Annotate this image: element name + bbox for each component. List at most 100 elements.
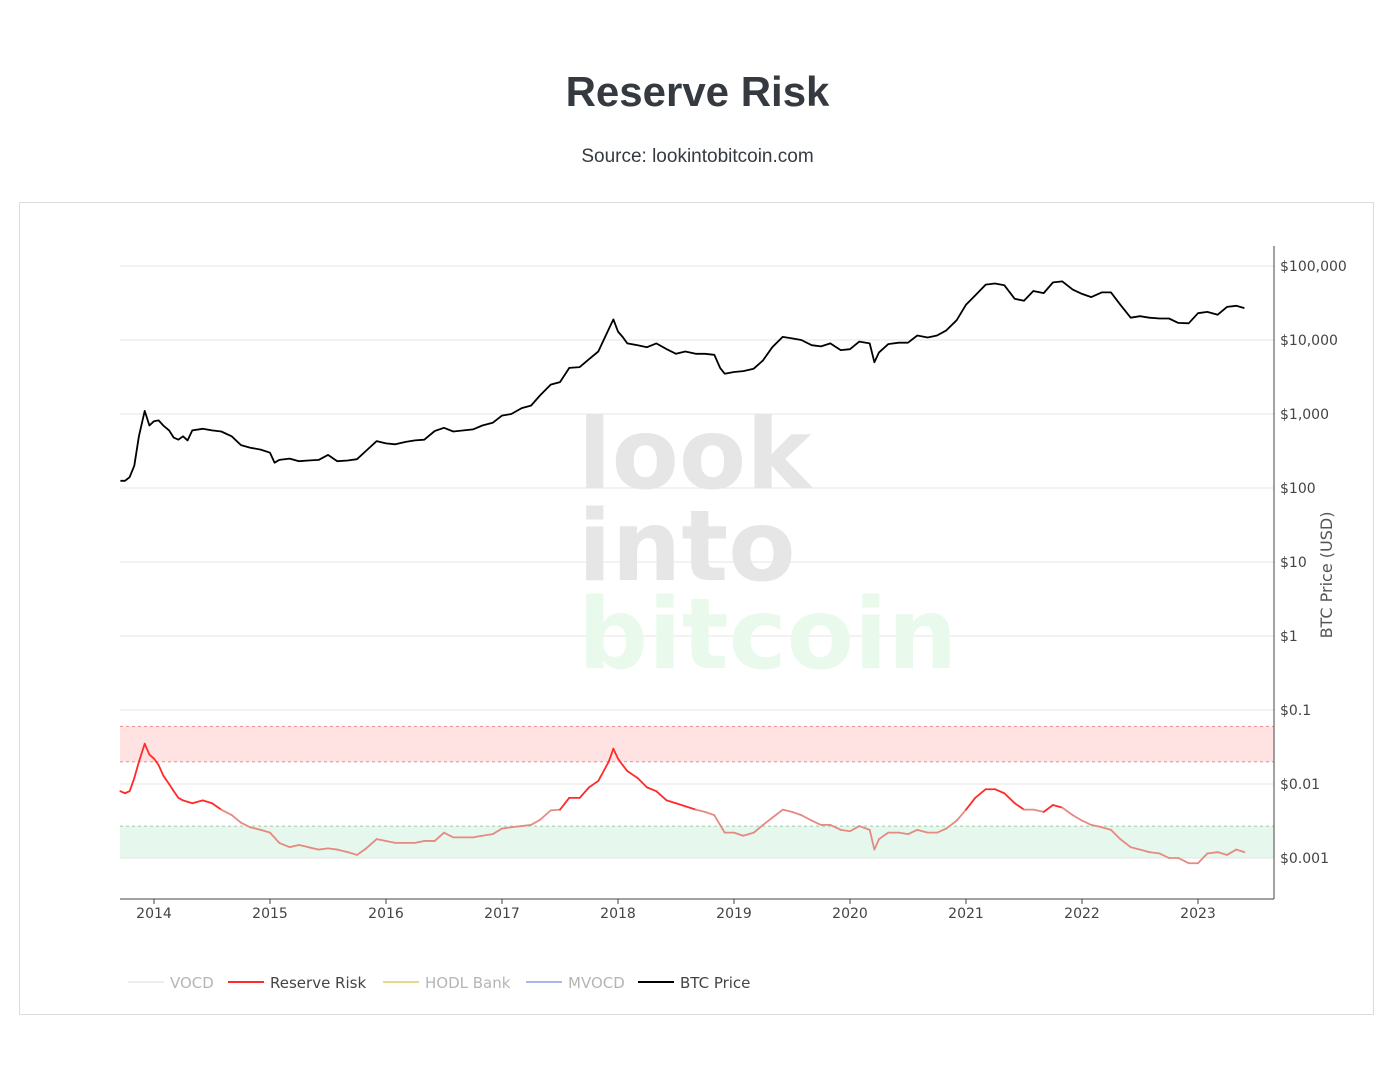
legend-item[interactable]: HODL Bank (383, 974, 511, 992)
chart-frame (19, 202, 1374, 1015)
reserve-risk-segment (684, 805, 697, 811)
reserve-risk-segment (588, 780, 600, 789)
reserve-risk-segment (873, 838, 880, 851)
reserve-risk-segment (771, 808, 784, 819)
reserve-risk-segment (317, 847, 329, 851)
reserve-risk-segment (143, 742, 151, 756)
reserve-risk-segment (742, 831, 755, 837)
reserve-risk-segment (1110, 828, 1122, 841)
y-axis-title: BTC Price (USD) (1317, 512, 1336, 639)
reserve-risk-segment (1177, 857, 1190, 865)
reserve-risk-segment (849, 825, 861, 833)
reserve-risk-segment (182, 799, 194, 805)
reserve-risk-segment (1032, 808, 1045, 813)
legend-label: HODL Bank (425, 974, 511, 992)
reserve-risk-segment (1226, 848, 1238, 856)
reserve-risk-segment (491, 827, 503, 836)
red-zone-band (120, 726, 1274, 762)
reserve-risk-segment (1052, 804, 1064, 809)
reserve-risk-segment (1061, 806, 1074, 816)
reserve-risk-segment (148, 753, 155, 760)
reserve-risk-segment (1071, 814, 1083, 822)
reserve-risk-segment (694, 808, 706, 813)
reserve-risk-segment (157, 764, 165, 777)
y-tick-label: $100 (1280, 481, 1316, 497)
legend-item[interactable]: MVOCD (526, 974, 625, 992)
reserve-risk-segment (791, 810, 803, 816)
legend-item[interactable]: Reserve Risk (228, 974, 366, 992)
gridlines (120, 265, 1274, 859)
x-tick-label: 2020 (832, 906, 868, 922)
reserve-risk-segment (530, 818, 542, 826)
series-btc-price[interactable] (120, 280, 1245, 482)
reserve-risk-segment (1158, 852, 1170, 859)
reserve-risk-segment (907, 828, 919, 836)
reserve-risk-segment (868, 828, 876, 851)
page-subtitle: Source: lookintobitcoin.com (581, 146, 814, 167)
legend-label: MVOCD (568, 974, 625, 992)
y-tick-label: $100,000 (1280, 259, 1347, 275)
reserve-risk-segment (153, 757, 160, 767)
reserve-risk-segment (1100, 826, 1112, 831)
watermark-line-into: into (578, 490, 796, 604)
reserve-risk-segment (607, 747, 615, 763)
reserve-risk-segment (829, 824, 842, 831)
reserve-risk-segment (269, 831, 281, 844)
reserve-risk-segment (1235, 848, 1246, 854)
legend-item[interactable]: VOCD (128, 974, 214, 992)
reserve-risk-segment (133, 760, 140, 780)
y-tick-label: $0.01 (1280, 777, 1320, 793)
reserve-risk-segment (858, 825, 871, 831)
reserve-risk-segment (1197, 852, 1209, 865)
reserve-risk-segment (1148, 851, 1161, 855)
reserve-risk-segment (346, 851, 358, 856)
reserve-risk-segment (752, 824, 764, 834)
reserve-risk-segment (559, 796, 571, 811)
reserve-risk-segment (259, 828, 271, 834)
reserve-risk-segment (626, 770, 639, 780)
reserve-risk-segment (762, 816, 774, 826)
reserve-risk-segment (733, 831, 745, 837)
reserve-risk-segment (655, 790, 668, 802)
reserve-risk-segment (240, 821, 252, 829)
reserve-risk-segment (1081, 819, 1093, 826)
legend-label: BTC Price (680, 974, 750, 992)
reserve-risk-segment (481, 833, 494, 837)
reserve-risk-segment (916, 828, 929, 834)
reserve-risk-segment (138, 742, 146, 763)
reserve-risk-segment (230, 814, 242, 824)
zone-bands (120, 725, 1274, 859)
reserve-risk-segment (443, 831, 455, 839)
reserve-risk-segment (578, 786, 590, 799)
reserve-risk-segment (201, 799, 213, 805)
reserve-risk-segment (1139, 848, 1151, 854)
reserve-risk-segment (965, 796, 977, 811)
x-tick-label: 2021 (948, 906, 984, 922)
series-reserve-risk[interactable] (119, 742, 1246, 865)
legend-label: VOCD (170, 974, 214, 992)
reserve-risk-segment (839, 828, 851, 833)
reserve-risk-segment (665, 799, 677, 805)
reserve-risk-segment (636, 777, 648, 789)
reserve-risk-segment (501, 826, 513, 830)
reserve-risk-segment (162, 774, 170, 785)
watermark: look into bitcoin (578, 398, 957, 692)
green-zone-band (120, 826, 1274, 858)
reserve-risk-segment (974, 788, 987, 799)
x-tick-label: 2015 (252, 906, 288, 922)
reserve-risk-segment (220, 808, 233, 816)
reserve-risk-segment (307, 846, 320, 851)
x-tick-label: 2019 (716, 906, 752, 922)
reserve-risk-segment (327, 847, 339, 851)
reserve-risk-segment (520, 824, 532, 827)
reserve-risk-segment (191, 799, 204, 805)
reserve-risk-segment (375, 838, 387, 842)
legend-item[interactable]: BTC Price (638, 974, 750, 992)
y-tick-label: $1 (1280, 629, 1298, 645)
series-layer (119, 280, 1246, 865)
reserve-risk-segment (211, 802, 223, 811)
reserve-risk-segment (955, 808, 967, 822)
reserve-risk-segment (549, 808, 561, 812)
reserve-risk-segment (1129, 846, 1141, 851)
